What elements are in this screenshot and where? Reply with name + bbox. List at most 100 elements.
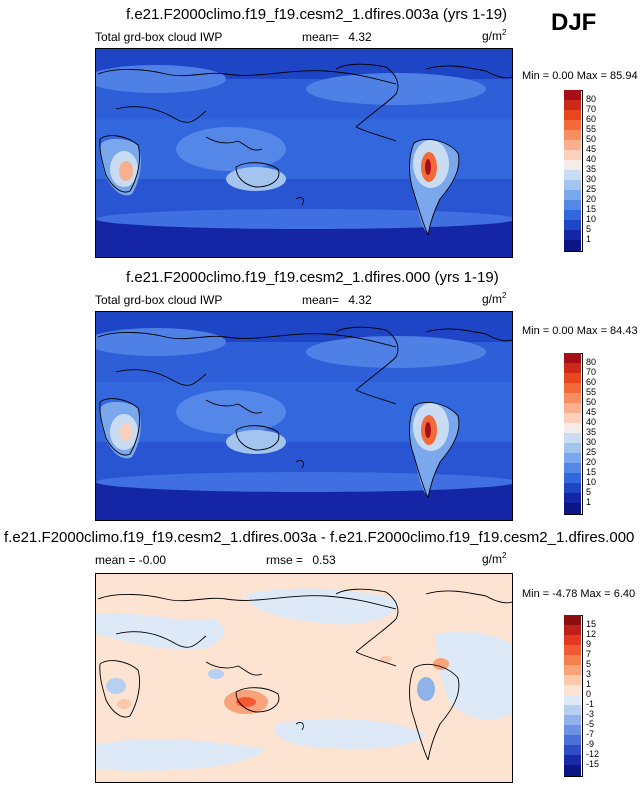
colorbar3-tick-label: -9 — [586, 739, 595, 749]
panel3-rmse-key: rmse = — [266, 553, 304, 567]
colorbar2-swatch — [564, 393, 581, 404]
colorbar2-tick-label: 55 — [586, 387, 597, 397]
colorbar2-tick-label: 20 — [586, 457, 597, 467]
colorbar2-tick-label: 15 — [586, 467, 597, 477]
colorbar3-swatch — [564, 645, 581, 656]
colorbar1-tick-label: 1 — [586, 234, 592, 244]
panel2-mean-label: mean= 4.32 — [302, 293, 372, 307]
panel3-mean-label: mean = -0.00 — [95, 553, 167, 567]
colorbar1-swatch — [564, 190, 581, 201]
p3-samerica-pos — [433, 658, 449, 670]
p1-africa-max — [119, 161, 133, 181]
colorbar3-swatch — [564, 765, 581, 776]
p3-neg-patch-3 — [274, 718, 426, 749]
panel2-map — [95, 311, 513, 521]
colorbar1-tick-label: 5 — [586, 224, 592, 234]
colorbar2-swatch — [564, 383, 581, 394]
panel3-title: f.e21.F2000climo.f19_f19.cesm2_1.dfires.… — [4, 529, 635, 546]
panel2-units: g/m2 — [482, 291, 506, 306]
p3-pacific-pos — [380, 656, 392, 662]
colorbar1-swatch — [564, 220, 581, 231]
units-base: g/m — [482, 292, 503, 306]
colorbar2-swatch — [564, 463, 581, 474]
panel2-map-svg — [96, 312, 512, 520]
panel3-rmse-value: 0.53 — [312, 553, 336, 567]
units-exp: 2 — [502, 551, 507, 560]
colorbar3-swatch — [564, 745, 581, 756]
p1-samerica-max — [425, 159, 431, 175]
units-base: g/m — [482, 29, 503, 43]
colorbar1-swatch — [564, 170, 581, 181]
colorbar3-swatch — [564, 615, 581, 626]
colorbar2-swatch — [564, 443, 581, 454]
panel3-map — [95, 573, 513, 783]
colorbar2-tick-label: 60 — [586, 377, 597, 387]
units-exp: 2 — [502, 28, 507, 37]
p2-pacific-stormtrack — [306, 336, 486, 368]
colorbar3-tick-label: -1 — [586, 699, 595, 709]
colorbar3-tick-label: 15 — [586, 619, 597, 629]
p3-neg-patch-4 — [436, 632, 512, 720]
p2-australia-field — [226, 430, 286, 454]
colorbar3-tick-label: 7 — [586, 649, 592, 659]
colorbar1-swatch — [564, 90, 581, 101]
colorbar2-tick-label: 30 — [586, 437, 597, 447]
colorbar2-tick-label: 80 — [586, 357, 597, 367]
colorbar3-swatch — [564, 705, 581, 716]
panel2-minmax: Min = 0.00 Max = 84.43 — [522, 325, 638, 337]
colorbar3-tick-label: -12 — [586, 749, 600, 759]
panel1-mean-key: mean= — [302, 30, 340, 44]
colorbar3-swatch — [564, 685, 581, 696]
colorbar2-swatch — [564, 373, 581, 384]
p1-australia-field — [226, 167, 286, 191]
colorbar1-swatch — [564, 230, 581, 241]
colorbar2-swatch — [564, 403, 581, 414]
colorbar2-tick-label: 25 — [586, 447, 597, 457]
colorbar3-tick-label: 3 — [586, 669, 592, 679]
colorbar1-tick-label: 30 — [586, 174, 597, 184]
colorbar3-swatch — [564, 725, 581, 736]
p1-maritime-field — [176, 127, 286, 171]
p3-africa-pos — [117, 699, 131, 709]
colorbar1-tick-label: 45 — [586, 144, 597, 154]
colorbar1-tick-label: 50 — [586, 134, 597, 144]
p2-atlantic-stormtrack — [96, 328, 226, 356]
colorbar2-tick-label: 5 — [586, 487, 592, 497]
panel1-map-svg — [96, 49, 512, 257]
colorbar3-swatch — [564, 635, 581, 646]
colorbar2-tick-label: 1 — [586, 497, 592, 507]
p3-africa-neg — [106, 678, 126, 694]
p2-maritime-field — [176, 390, 286, 434]
panel3-map-svg — [96, 574, 512, 782]
colorbar1-tick-label: 20 — [586, 194, 597, 204]
colorbar1-tick-label: 55 — [586, 124, 597, 134]
p3-neg-patch-5 — [96, 739, 266, 771]
colorbar2-swatch — [564, 483, 581, 494]
colorbar1-tick-label: 25 — [586, 184, 597, 194]
colorbar3-tick-label: -7 — [586, 729, 595, 739]
colorbar2-tick-label: 40 — [586, 417, 597, 427]
p3-coastlines — [97, 588, 512, 761]
colorbar2-tick-label: 70 — [586, 367, 597, 377]
panel1-minmax: Min = 0.00 Max = 85.94 — [522, 70, 638, 82]
p3-samerica-neg — [417, 677, 435, 701]
p1-pacific-stormtrack — [306, 73, 486, 105]
colorbar3-tick-label: 12 — [586, 629, 597, 639]
colorbar1-tick-label: 15 — [586, 204, 597, 214]
colorbar2-swatch — [564, 433, 581, 444]
p2-coastlines — [97, 326, 512, 499]
panel3-rmse-label: rmse = 0.53 — [266, 553, 336, 567]
colorbar3-tick-label: -5 — [586, 719, 595, 729]
colorbar2-swatch — [564, 413, 581, 424]
colorbar3-tick-label: -15 — [586, 759, 600, 769]
p3-neg-patch-1 — [96, 612, 224, 650]
colorbar1-swatch — [564, 140, 581, 151]
colorbar1-swatch — [564, 120, 581, 131]
colorbar3-swatch — [564, 695, 581, 706]
colorbar3-swatch — [564, 715, 581, 726]
panel2-title: f.e21.F2000climo.f19_f19.cesm2_1.dfires.… — [126, 269, 499, 286]
colorbar2-tick-label: 45 — [586, 407, 597, 417]
colorbar2-tick-label: 10 — [586, 477, 597, 487]
colorbar1-swatch — [564, 160, 581, 171]
colorbar1-swatch — [564, 240, 581, 251]
